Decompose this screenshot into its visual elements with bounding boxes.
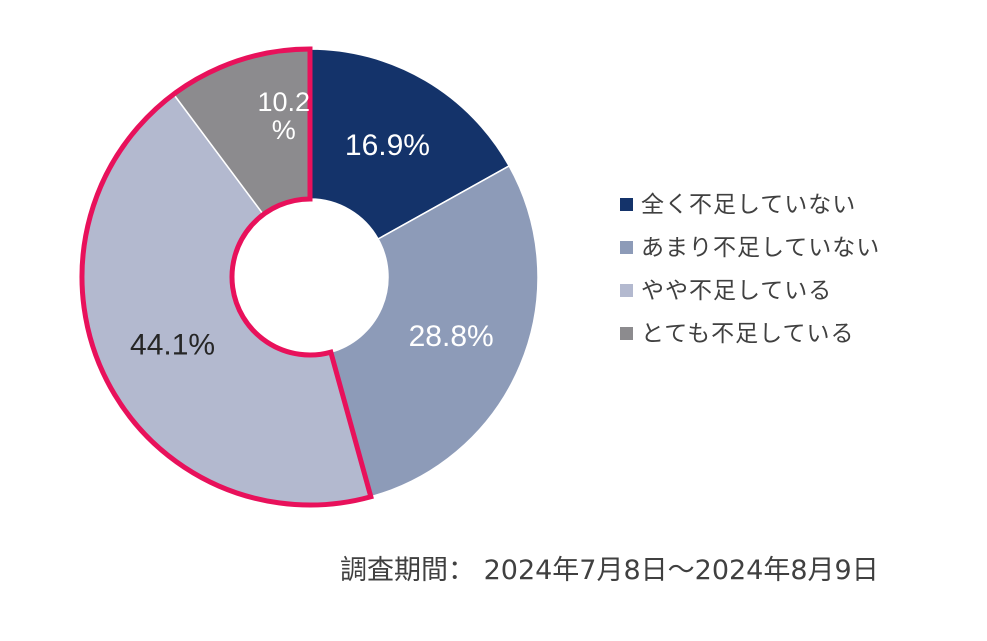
slice-value-line: % (272, 115, 296, 145)
survey-period-note: 調査期間： 2024年7月8日～2024年8月9日 (340, 555, 879, 586)
legend-label: 全く不足していない (641, 191, 857, 218)
highlight-outline (79, 46, 374, 508)
legend-label: やや不足している (641, 277, 833, 304)
slice-value-label: 44.1% (130, 328, 215, 361)
slice-value-line: 10.2 (258, 87, 311, 117)
slice-value-label: 28.8% (409, 320, 494, 353)
legend-item: 全く不足していない (620, 180, 880, 223)
legend-swatch (620, 241, 633, 254)
slice-value-label: 16.9% (345, 129, 430, 162)
legend-label: あまり不足していない (641, 234, 881, 261)
legend-label: とても不足している (641, 320, 855, 347)
donut-slice (309, 48, 511, 241)
legend-swatch (620, 327, 633, 340)
chart-legend: 全く不足していない あまり不足していない やや不足している とても不足している (620, 180, 880, 352)
slice-value-label: 10.2% (258, 87, 311, 145)
legend-swatch (620, 284, 633, 297)
legend-swatch (620, 198, 633, 211)
legend-item: とても不足している (620, 309, 880, 352)
legend-item: あまり不足していない (620, 223, 880, 266)
legend-item: やや不足している (620, 266, 880, 309)
donut-slice (329, 164, 539, 498)
